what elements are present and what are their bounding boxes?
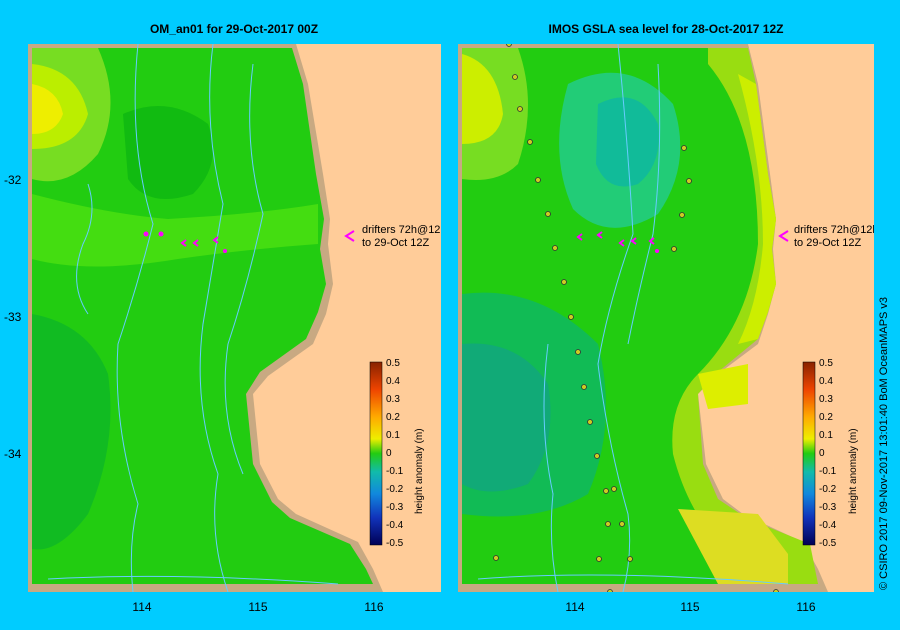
ocean-anomaly-field [32, 48, 373, 584]
anomaly-contour [678, 509, 788, 584]
anomaly-contour [32, 194, 318, 267]
anomaly-contour [462, 54, 503, 144]
drifter-tracks [576, 230, 789, 253]
colorbar-label: height anomaly (m) [414, 428, 425, 514]
svg-text:-0.1: -0.1 [819, 466, 837, 477]
svg-text:0.3: 0.3 [819, 394, 833, 405]
right-map-panel[interactable]: drifters 72h@12h to 29-Oct 12Z 0.5 0.4 [458, 44, 874, 592]
svg-text:-0.2: -0.2 [819, 484, 837, 495]
svg-text:0.1: 0.1 [386, 430, 400, 441]
svg-text:0.2: 0.2 [386, 412, 400, 423]
svg-text:-0.4: -0.4 [819, 520, 837, 531]
current-streamlines [477, 44, 789, 592]
colorbar-label: height anomaly (m) [848, 428, 859, 514]
anomaly-contour [698, 364, 748, 409]
y-tick-label: -32 [4, 173, 22, 187]
x-tick-label: 114 [565, 600, 585, 614]
left-map-panel[interactable]: drifters 72h@12h to 29-Oct 12Z 0.5 0 [28, 44, 441, 592]
svg-text:0.3: 0.3 [386, 394, 400, 405]
svg-text:0: 0 [819, 448, 825, 459]
svg-text:-0.4: -0.4 [386, 520, 404, 531]
colorbar: 0.5 0.4 0.3 0.2 0.1 0 -0.1 -0.2 -0.3 -0.… [369, 358, 425, 549]
svg-text:0.5: 0.5 [819, 358, 833, 369]
drifter-arrow-icon [778, 230, 789, 242]
colorbar: 0.5 0.4 0.3 0.2 0.1 0 -0.1 -0.2 -0.3 -0.… [802, 358, 859, 549]
svg-text:0.4: 0.4 [386, 376, 400, 387]
anomaly-contour [123, 106, 213, 199]
anomaly-contour [738, 74, 776, 344]
drifter-annotation-line1: drifters 72h@12h [362, 224, 441, 236]
anomaly-contour [462, 343, 551, 492]
anomaly-contour [32, 314, 111, 550]
svg-text:-0.2: -0.2 [386, 484, 404, 495]
altimeter-track-points [493, 44, 779, 592]
svg-text:0.2: 0.2 [819, 412, 833, 423]
anomaly-contour [672, 48, 818, 584]
x-tick-label: 114 [132, 600, 152, 614]
svg-text:0.4: 0.4 [819, 376, 833, 387]
y-tick-label: -34 [4, 447, 22, 461]
anomaly-contour [596, 97, 659, 187]
drifter-arrow-icon [344, 230, 355, 242]
x-tick-label: 116 [364, 600, 384, 614]
svg-text:-0.3: -0.3 [819, 502, 837, 513]
copyright-credit: © CSIRO 2017 09-Nov-2017 13:01:40 BoM Oc… [878, 296, 890, 590]
drifter-annotation-line2: to 29-Oct 12Z [794, 237, 862, 249]
current-streamlines [47, 44, 339, 592]
y-tick-label: -33 [4, 310, 22, 324]
x-tick-label: 115 [680, 600, 700, 614]
drifter-tracks [143, 230, 355, 253]
drifter-annotation-line1: drifters 72h@12h [794, 224, 874, 236]
svg-text:-0.1: -0.1 [386, 466, 404, 477]
right-map-title: IMOS GSLA sea level for 28-Oct-2017 12Z [548, 22, 784, 36]
svg-text:0: 0 [386, 448, 392, 459]
svg-text:-0.5: -0.5 [819, 538, 837, 549]
svg-text:-0.3: -0.3 [386, 502, 404, 513]
svg-text:-0.5: -0.5 [386, 538, 404, 549]
x-tick-label: 115 [248, 600, 268, 614]
anomaly-contour [32, 84, 63, 134]
x-tick-label: 116 [796, 600, 816, 614]
svg-text:0.1: 0.1 [819, 430, 833, 441]
left-map-title: OM_an01 for 29-Oct-2017 00Z [149, 22, 319, 36]
drifter-annotation-line2: to 29-Oct 12Z [362, 237, 430, 249]
svg-text:0.5: 0.5 [386, 358, 400, 369]
